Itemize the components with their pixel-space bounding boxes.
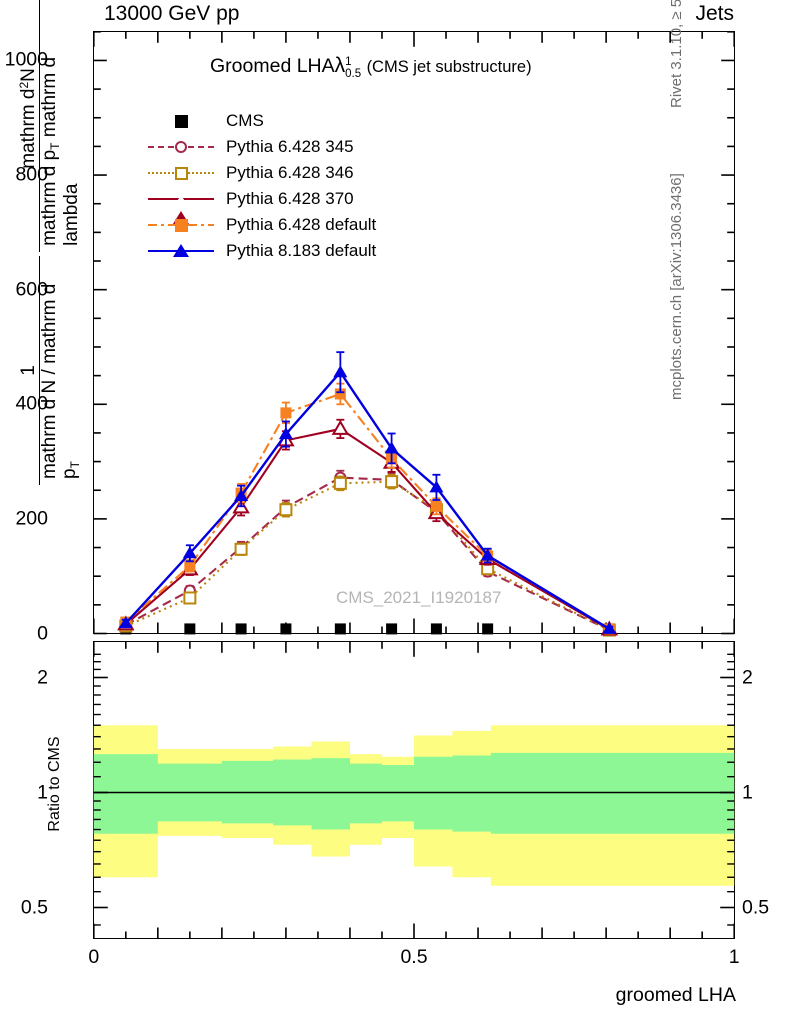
y-tick-label: 0: [37, 622, 48, 644]
legend-key-pythia-6428-370: [148, 188, 214, 224]
title-subscript: 0.5: [345, 67, 362, 80]
x-axis-label: groomed LHA: [615, 984, 736, 1006]
open-circle-icon: [175, 141, 187, 153]
title-lambda: λ: [334, 54, 346, 77]
y-tick-label: 1000: [4, 48, 48, 71]
x-tick-label: 1: [728, 946, 740, 968]
legend-label: Pythia 6.428 345: [226, 137, 354, 156]
legend-label: Pythia 6.428 370: [226, 189, 354, 208]
ratio-tick-label-right: 1: [742, 781, 753, 803]
y-tick-label: 600: [15, 278, 48, 301]
legend-key-pythia-6428-346: [148, 162, 214, 184]
legend-key-pythia-8183-default: [148, 240, 214, 262]
ratio-tick-label-right: 0.5: [742, 896, 770, 918]
open-square-icon: [175, 167, 188, 180]
legend-item-pythia-6428-default[interactable]: Pythia 6.428 default: [148, 212, 376, 238]
x-tick-label: 0.5: [400, 946, 428, 968]
main-plot-panel: [93, 31, 735, 634]
legend-label: Pythia 6.428 default: [226, 215, 377, 234]
legend-key-cms: [148, 110, 214, 132]
ratio-tick-label-left: 2: [37, 666, 48, 688]
ratio-tick-label-left: 0.5: [20, 896, 48, 918]
header-left-beam-label: 13000 GeV pp: [104, 2, 240, 25]
filled-square-icon: [175, 115, 188, 128]
analysis-id-watermark: CMS_2021_I1920187: [336, 588, 502, 607]
legend-label: CMS: [226, 111, 264, 130]
title-superscript: 1: [345, 55, 352, 68]
title-paren: (CMS jet substructure): [366, 58, 532, 76]
legend-item-pythia-6428-346[interactable]: Pythia 6.428 346: [148, 160, 376, 186]
header-right-category: Jets: [695, 2, 734, 25]
title-exponents: 1 0.5: [345, 55, 362, 81]
filled-triangle-icon: [173, 244, 189, 257]
filled-square-icon: [175, 219, 188, 232]
ratio-uncertainty-bands: [93, 725, 735, 886]
y-tick-label: 800: [15, 163, 48, 186]
main-axis-ticks: [93, 30, 736, 635]
legend-item-cms[interactable]: CMS: [148, 108, 376, 134]
x-tick-label: 0: [88, 946, 100, 968]
legend-item-pythia-6428-370[interactable]: Pythia 6.428 370: [148, 186, 376, 224]
data-series-curves: [117, 351, 619, 637]
y-tick-label: 200: [15, 507, 48, 530]
legend-key-pythia-6428-345: [148, 136, 214, 158]
legend-label: Pythia 8.183 default: [226, 241, 377, 260]
legend-key-pythia-6428-default: [148, 214, 214, 236]
ratio-tick-label-right: 2: [742, 666, 753, 688]
legend-item-pythia-6428-345[interactable]: Pythia 6.428 345: [148, 134, 376, 160]
y-tick-label: 400: [15, 392, 48, 415]
ratio-axis-ticks: [93, 641, 736, 939]
page-title: Groomed LHAλ 1 0.5 (CMS jet substructure…: [210, 54, 532, 81]
legend: CMS Pythia 6.428 345 Pythia 6.428 346 Py…: [148, 108, 376, 264]
ratio-tick-label-left: 1: [37, 781, 48, 803]
legend-label: Pythia 6.428 346: [226, 163, 354, 182]
title-main: Groomed LHA: [210, 55, 335, 77]
legend-item-pythia-8183-default[interactable]: Pythia 8.183 default: [148, 238, 376, 264]
